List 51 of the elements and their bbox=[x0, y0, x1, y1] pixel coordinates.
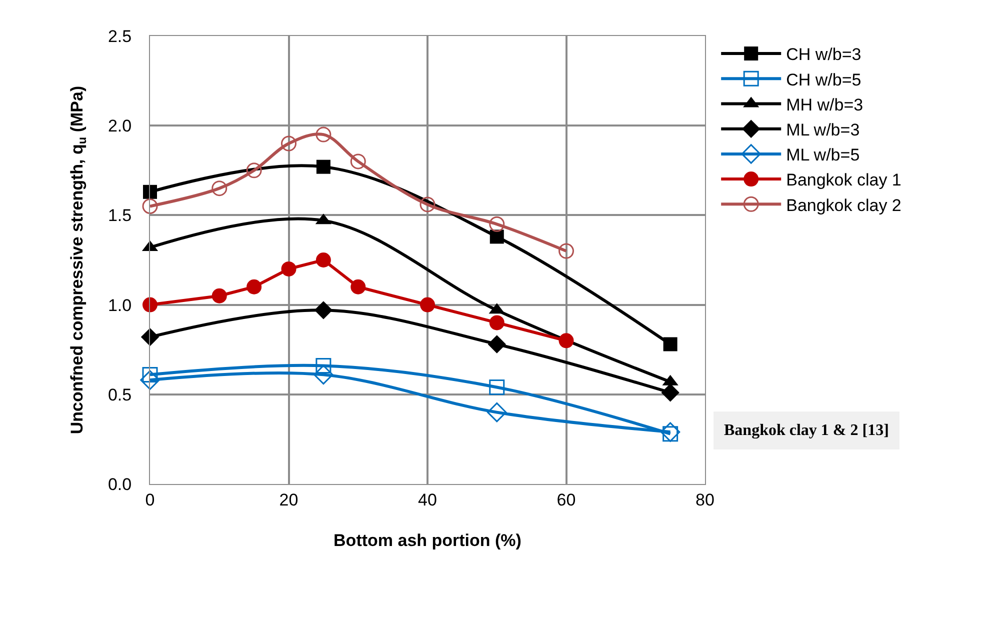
point bbox=[420, 297, 435, 312]
point bbox=[350, 154, 366, 170]
x-axis-title: Bottom ash portion (%) bbox=[334, 530, 522, 550]
legend-label: CH w/b=3 bbox=[786, 45, 862, 64]
point bbox=[316, 126, 332, 142]
point bbox=[142, 297, 158, 312]
y-tick-label: 1.5 bbox=[108, 206, 132, 226]
point bbox=[212, 288, 227, 304]
point bbox=[420, 196, 436, 212]
point bbox=[489, 379, 505, 395]
point bbox=[212, 180, 228, 196]
point bbox=[488, 335, 506, 354]
point bbox=[490, 230, 504, 244]
point bbox=[143, 184, 157, 199]
text: Bangkok clay 1 & 2 [13] bbox=[724, 422, 889, 439]
x-tick-label: 0 bbox=[145, 490, 155, 510]
point bbox=[350, 279, 366, 294]
point bbox=[558, 333, 574, 348]
point bbox=[558, 243, 574, 259]
y-tick-label: 1.0 bbox=[108, 296, 132, 315]
point bbox=[663, 337, 678, 352]
point bbox=[281, 136, 296, 152]
point bbox=[140, 370, 160, 390]
x-tick-label: 80 bbox=[696, 490, 714, 510]
y-tick-label: 0.0 bbox=[108, 474, 132, 494]
y-tick-label: 0.5 bbox=[108, 385, 132, 404]
point bbox=[281, 261, 296, 276]
point bbox=[489, 315, 504, 330]
y-tick-label: 2.5 bbox=[108, 26, 132, 46]
point bbox=[487, 402, 507, 422]
legend-label: Bangkok clay 1 bbox=[786, 170, 902, 190]
point bbox=[246, 162, 262, 178]
point bbox=[660, 422, 680, 442]
x-tick-label: 40 bbox=[418, 490, 437, 510]
point bbox=[246, 279, 262, 294]
legend-label: CH w/b=5 bbox=[786, 70, 862, 90]
point bbox=[314, 301, 333, 320]
point bbox=[316, 252, 331, 268]
point bbox=[489, 216, 505, 232]
legend-label: ML w/b=3 bbox=[786, 120, 860, 140]
point bbox=[316, 358, 332, 374]
legend-label: Bangkok clay 2 bbox=[786, 196, 902, 215]
x-tick-label: 20 bbox=[279, 490, 298, 510]
point bbox=[140, 328, 160, 346]
legend-label: MH w/b=3 bbox=[786, 95, 864, 114]
legend-label: ML w/b=5 bbox=[786, 146, 860, 165]
point bbox=[316, 160, 330, 174]
point bbox=[142, 198, 158, 214]
y-tick-label: 2.0 bbox=[108, 116, 132, 136]
point bbox=[661, 384, 680, 402]
x-tick-label: 60 bbox=[556, 490, 576, 510]
